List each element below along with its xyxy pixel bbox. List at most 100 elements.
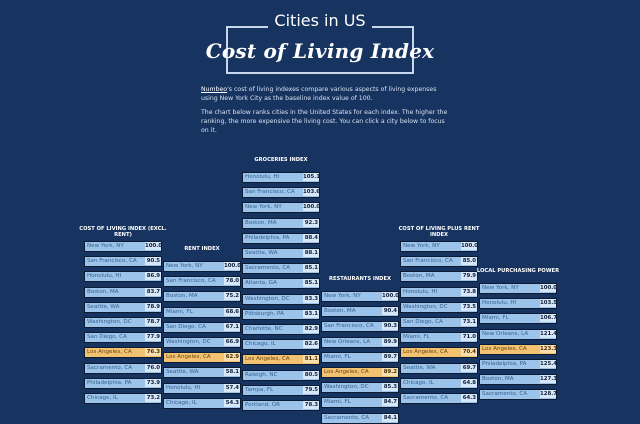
city-cell[interactable]: Sacramento, CA 64.3 — [400, 393, 478, 404]
city-cell-highlighted[interactable]: Los Angeles, CA 81.1 — [242, 354, 320, 366]
city-cell[interactable]: Washington, DC 78.7 — [84, 317, 162, 328]
city-cell[interactable]: Sacramento, CA 85.1 — [242, 263, 320, 275]
city-cell[interactable]: Chicago, IL 64.8 — [400, 377, 478, 389]
city-cell[interactable]: Chicago, IL 82.6 — [242, 339, 320, 351]
index-value: 100.0 — [224, 262, 242, 270]
index-value: 64.3 — [461, 394, 477, 402]
city-name: Sacramento, CA — [87, 364, 133, 371]
city-cell[interactable]: Tampa, FL 79.5 — [242, 384, 320, 396]
city-cell[interactable]: San Francisco, CA 78.0 — [163, 276, 241, 288]
index-value: 73.9 — [145, 378, 161, 387]
index-value: 80.5 — [303, 370, 319, 379]
city-cell[interactable]: New York, NY 100.0 — [479, 283, 557, 294]
city-cell[interactable]: Philadelphia, PA 73.9 — [84, 377, 162, 389]
city-name: San Francisco, CA — [245, 189, 295, 196]
index-value: 86.9 — [145, 272, 161, 281]
city-cell[interactable]: Chicago, IL 73.2 — [84, 393, 162, 404]
city-cell[interactable]: Sacramento, CA 128.7 — [479, 389, 557, 401]
city-cell[interactable]: Sacramento, CA 84.1 — [321, 412, 399, 424]
city-cell[interactable]: Boston, MA 92.3 — [242, 217, 320, 229]
index-value: 84.1 — [382, 413, 398, 422]
city-cell[interactable]: San Francisco, CA 85.0 — [400, 256, 478, 268]
city-cell[interactable]: Boston, MA 90.4 — [321, 306, 399, 318]
city-name: Boston, MA — [245, 219, 277, 226]
city-cell[interactable]: New York, NY 100.0 — [400, 241, 478, 252]
index-value: 125.4 — [540, 360, 558, 368]
index-value: 82.6 — [303, 340, 319, 349]
city-cell[interactable]: Seattle, WA 88.1 — [242, 248, 320, 259]
city-cell[interactable]: Washington, DC 66.9 — [163, 337, 241, 348]
city-cell[interactable]: Pittsburgh, PA 83.1 — [242, 308, 320, 320]
city-cell[interactable]: Charlotte, NC 82.9 — [242, 324, 320, 335]
column-title: GROCERIES INDEX — [254, 157, 308, 163]
city-cell[interactable]: San Francisco, CA 90.5 — [84, 256, 162, 268]
index-value: 79.5 — [303, 385, 319, 394]
city-cell[interactable]: New Orleans, LA 121.4 — [479, 328, 557, 340]
city-cell[interactable]: San Diego, CA 67.1 — [163, 321, 241, 333]
city-cell[interactable]: Seattle, WA 69.7 — [400, 362, 478, 374]
city-cell[interactable]: Boston, MA 83.7 — [84, 286, 162, 298]
city-name: Honolulu, HI — [403, 288, 438, 295]
city-cell[interactable]: New York, NY 100.0 — [84, 241, 162, 252]
city-cell[interactable]: Sacramento, CA 76.0 — [84, 362, 162, 374]
city-cell[interactable]: Chicago, IL 54.3 — [163, 397, 241, 409]
city-cell[interactable]: Honolulu, HI 57.4 — [163, 382, 241, 394]
index-value: 100.0 — [382, 292, 400, 300]
city-cell-highlighted[interactable]: Los Angeles, CA 89.2 — [321, 367, 399, 378]
city-cell[interactable]: New York, NY 100.0 — [163, 261, 241, 272]
city-name: Sacramento, CA — [403, 395, 449, 401]
city-cell[interactable]: Washington, DC 73.5 — [400, 301, 478, 313]
city-cell[interactable]: San Francisco, CA 103.6 — [242, 187, 320, 199]
city-cell[interactable]: New York, NY 100.0 — [242, 202, 320, 214]
city-cell[interactable]: San Diego, CA 77.9 — [84, 332, 162, 344]
city-name: Pittsburgh, PA — [245, 310, 284, 317]
city-cell-highlighted[interactable]: Los Angeles, CA 70.4 — [400, 347, 478, 359]
index-value: 76.3 — [145, 348, 161, 357]
city-cell[interactable]: Boston, MA 127.3 — [479, 374, 557, 386]
city-cell[interactable]: New Orleans, LA 89.9 — [321, 336, 399, 348]
city-cell[interactable]: Seattle, WA 58.1 — [163, 367, 241, 379]
city-name: San Francisco, CA — [166, 278, 216, 285]
city-cell[interactable]: Portland, OR 78.3 — [242, 400, 320, 411]
city-cell[interactable]: New York, NY 100.0 — [321, 291, 399, 302]
numbeo-link[interactable]: Numbeo — [201, 86, 228, 93]
city-cell[interactable]: Boston, MA 79.9 — [400, 271, 478, 283]
city-cell[interactable]: Washington, DC 83.3 — [242, 293, 320, 305]
index-value: 85.1 — [303, 279, 319, 288]
index-value: 90.4 — [382, 307, 398, 316]
index-value: 82.9 — [303, 325, 319, 333]
index-value: 89.7 — [382, 352, 398, 361]
city-name: Philadelphia, PA — [87, 379, 132, 386]
city-cell-highlighted[interactable]: Los Angeles, CA 62.9 — [163, 352, 241, 364]
city-name: Boston, MA — [482, 376, 514, 383]
city-cell[interactable]: Philadelphia, PA 88.4 — [242, 232, 320, 244]
city-cell-highlighted[interactable]: Los Angeles, CA 123.3 — [479, 343, 557, 355]
city-name: Honolulu, HI — [87, 273, 122, 280]
city-cell[interactable]: Philadelphia, PA 125.4 — [479, 359, 557, 370]
city-cell[interactable]: Miami, FL 89.7 — [321, 351, 399, 363]
city-cell[interactable]: Raleigh, NC 80.5 — [242, 369, 320, 381]
index-value: 85.1 — [303, 264, 319, 273]
city-cell[interactable]: Seattle, WA 78.9 — [84, 301, 162, 313]
city-cell[interactable]: San Francisco, CA 90.3 — [321, 321, 399, 333]
index-value: 69.7 — [461, 363, 477, 372]
city-cell[interactable]: Miami, FL 106.7 — [479, 313, 557, 325]
city-name: Chicago, IL — [87, 395, 118, 401]
city-cell[interactable]: Miami, FL 71.0 — [400, 332, 478, 344]
city-cell[interactable]: San Diego, CA 73.1 — [400, 317, 478, 328]
city-cell[interactable]: Honolulu, HI 103.5 — [479, 298, 557, 310]
city-cell[interactable]: Miami, FL 84.7 — [321, 397, 399, 409]
city-cell[interactable]: Miami, FL 68.6 — [163, 306, 241, 318]
city-name: Washington, DC — [324, 384, 369, 391]
city-cell[interactable]: Boston, MA 75.2 — [163, 291, 241, 303]
city-cell[interactable]: Honolulu, HI 105.1 — [242, 172, 320, 183]
city-cell-highlighted[interactable]: Los Angeles, CA 76.3 — [84, 347, 162, 359]
index-value: 62.9 — [224, 353, 240, 362]
city-name: New York, NY — [403, 243, 440, 249]
city-cell[interactable]: Atlanta, GA 85.1 — [242, 278, 320, 290]
city-name: Chicago, IL — [403, 379, 434, 386]
index-value: 100.0 — [145, 242, 163, 250]
city-cell[interactable]: Washington, DC 85.3 — [321, 382, 399, 394]
city-cell[interactable]: Honolulu, HI 73.8 — [400, 286, 478, 298]
city-cell[interactable]: Honolulu, HI 86.9 — [84, 271, 162, 283]
